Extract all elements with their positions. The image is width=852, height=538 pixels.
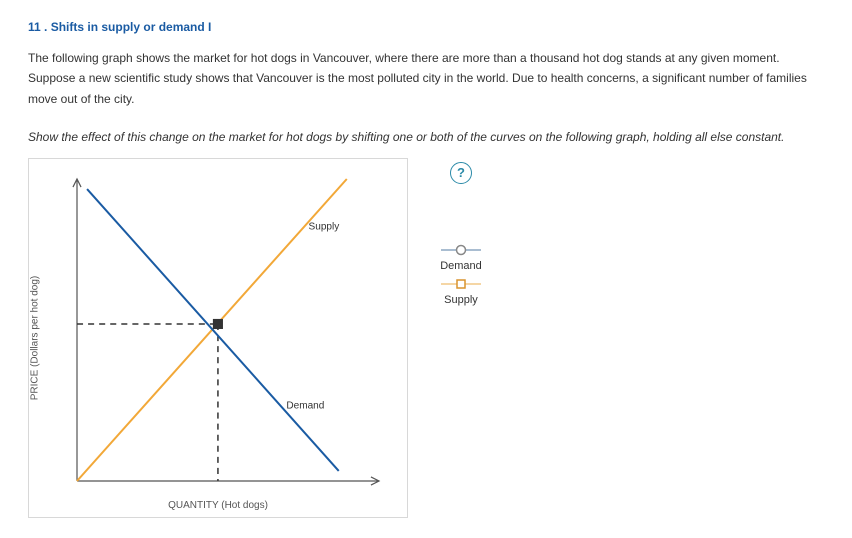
- x-axis-label: QUANTITY (Hot dogs): [168, 500, 268, 511]
- legend-demand-swatch: [441, 244, 481, 256]
- legend-supply-label: Supply: [444, 294, 478, 306]
- legend-demand[interactable]: Demand: [440, 244, 482, 272]
- question-title: 11 . Shifts in supply or demand I: [28, 20, 824, 34]
- legend: Demand Supply: [426, 244, 496, 306]
- question-instruction: Show the effect of this change on the ma…: [28, 127, 824, 147]
- side-column: ? Demand: [426, 158, 496, 306]
- chart-panel: PRICE (Dollars per hot dog) QUANTITY (Ho…: [28, 158, 408, 518]
- help-button[interactable]: ?: [450, 162, 472, 184]
- plot-area[interactable]: Supply Demand: [77, 179, 379, 481]
- legend-supply-swatch: [441, 278, 481, 290]
- legend-supply[interactable]: Supply: [441, 278, 481, 306]
- eq-marker[interactable]: [213, 318, 223, 328]
- question-body: The following graph shows the market for…: [28, 48, 824, 109]
- y-axis-label: PRICE (Dollars per hot dog): [30, 275, 41, 400]
- supply-line-label: Supply: [309, 221, 340, 232]
- legend-demand-label: Demand: [440, 260, 482, 272]
- demand-line-label: Demand: [286, 400, 324, 411]
